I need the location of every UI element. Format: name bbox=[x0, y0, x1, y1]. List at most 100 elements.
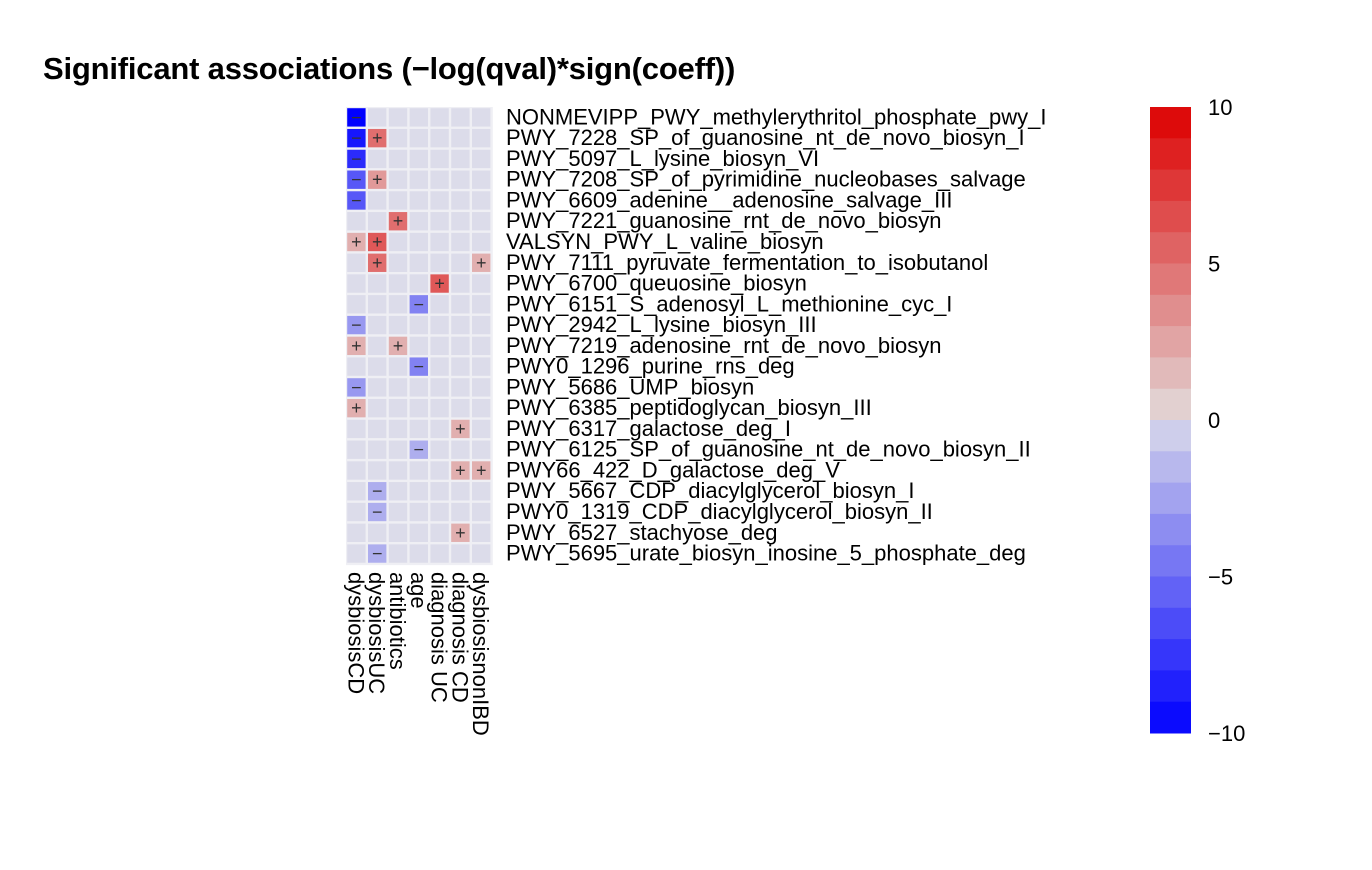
heatmap-cell bbox=[347, 336, 366, 356]
cell-sign: − bbox=[372, 502, 383, 522]
cell-sign: − bbox=[414, 294, 425, 314]
heatmap-cell bbox=[409, 461, 428, 480]
heatmap-cell bbox=[430, 232, 449, 252]
row-label: PWY_6151_S_adenosyl_L_methionine_cyc_I bbox=[506, 291, 952, 316]
legend-swatch bbox=[1150, 607, 1191, 640]
heatmap-cell bbox=[409, 440, 428, 459]
heatmap-cell bbox=[347, 482, 366, 501]
heatmap-cell bbox=[368, 170, 387, 189]
heatmap-cell bbox=[368, 398, 387, 418]
heatmap-cell bbox=[409, 398, 428, 418]
heatmap-cell bbox=[347, 315, 366, 335]
legend-swatch bbox=[1150, 482, 1191, 515]
cell-sign: + bbox=[393, 336, 404, 356]
heatmap-cell bbox=[430, 295, 449, 314]
heatmap-cell bbox=[472, 544, 491, 563]
heatmap-cell bbox=[472, 232, 491, 252]
heatmap-cell bbox=[472, 419, 491, 439]
heatmap-cell bbox=[451, 128, 470, 148]
heatmap-cell bbox=[388, 149, 408, 169]
legend-swatch bbox=[1150, 138, 1191, 171]
cell-sign: + bbox=[372, 253, 383, 273]
heatmap-cell bbox=[472, 191, 491, 210]
heatmap-cell bbox=[388, 232, 408, 252]
heatmap-cell bbox=[409, 170, 428, 189]
cell-sign: + bbox=[434, 274, 445, 294]
heatmap-cell bbox=[368, 378, 387, 397]
heatmap-cell bbox=[347, 419, 366, 439]
heatmap-cell bbox=[430, 544, 449, 563]
heatmap-cell bbox=[472, 398, 491, 418]
heatmap-cell bbox=[451, 523, 470, 542]
heatmap-cell bbox=[430, 523, 449, 542]
heatmap-cell bbox=[347, 378, 366, 397]
legend-swatch bbox=[1150, 107, 1191, 139]
legend-swatch bbox=[1150, 545, 1191, 577]
heatmap-cell bbox=[368, 128, 387, 148]
heatmap-cell bbox=[368, 502, 387, 522]
heatmap-cell bbox=[368, 108, 387, 127]
legend-swatch bbox=[1150, 357, 1191, 390]
heatmap-cell bbox=[388, 315, 408, 335]
cell-sign: + bbox=[372, 170, 383, 190]
heatmap-cell bbox=[347, 461, 366, 480]
heatmap-cell bbox=[388, 274, 408, 293]
heatmap-cell bbox=[430, 108, 449, 127]
column-label: diagnosis CD bbox=[447, 572, 472, 703]
heatmap-cell bbox=[388, 440, 408, 459]
legend-swatch bbox=[1150, 701, 1191, 734]
legend-swatch bbox=[1150, 388, 1191, 421]
heatmap-cell bbox=[368, 315, 387, 335]
row-label: PWY_6317_galactose_deg_I bbox=[506, 416, 791, 441]
heatmap-cell bbox=[472, 274, 491, 293]
heatmap-cell bbox=[451, 544, 470, 563]
heatmap-cell bbox=[451, 315, 470, 335]
heatmap-cell bbox=[368, 212, 387, 231]
heatmap-cell bbox=[430, 461, 449, 480]
heatmap-cell bbox=[472, 440, 491, 459]
heatmap-cell bbox=[347, 149, 366, 169]
heatmap-cell bbox=[388, 482, 408, 501]
heatmap-cell bbox=[368, 274, 387, 293]
row-label: PWY0_1296_purine_rns_deg bbox=[506, 354, 795, 379]
heatmap-cell bbox=[347, 108, 366, 127]
chart-title: Significant associations (−log(qval)*sig… bbox=[43, 51, 736, 86]
heatmap-cell bbox=[430, 274, 449, 293]
heatmap-cell bbox=[409, 274, 428, 293]
row-label: PWY66_422_D_galactose_deg_V bbox=[506, 457, 840, 482]
heatmap-cell bbox=[451, 419, 470, 439]
heatmap-cell bbox=[368, 295, 387, 314]
row-label: NONMEVIPP_PWY_methylerythritol_phosphate… bbox=[506, 104, 1046, 129]
heatmap-cell bbox=[451, 191, 470, 210]
heatmap-cell bbox=[368, 419, 387, 439]
heatmap-cell bbox=[368, 191, 387, 210]
heatmap-cell bbox=[388, 544, 408, 563]
heatmap-cell bbox=[409, 502, 428, 522]
cell-sign: + bbox=[455, 460, 466, 480]
heatmap-cell bbox=[430, 212, 449, 231]
heatmap-cell bbox=[347, 398, 366, 418]
heatmap-cell bbox=[451, 253, 470, 272]
heatmap-cell bbox=[388, 461, 408, 480]
cell-sign: − bbox=[351, 170, 362, 190]
heatmap-cell bbox=[472, 461, 491, 480]
heatmap-cell bbox=[368, 523, 387, 542]
heatmap-cell bbox=[472, 253, 491, 272]
row-label: PWY_5097_L_lysine_biosyn_VI bbox=[506, 146, 819, 171]
heatmap-cell bbox=[368, 357, 387, 376]
cell-sign: + bbox=[393, 211, 404, 231]
heatmap-cell bbox=[409, 315, 428, 335]
heatmap-cell bbox=[409, 212, 428, 231]
row-label: PWY0_1319_CDP_diacylglycerol_biosyn_II bbox=[506, 499, 933, 524]
heatmap-cell bbox=[409, 149, 428, 169]
heatmap-cell bbox=[347, 274, 366, 293]
heatmap-cell bbox=[388, 253, 408, 272]
column-label: age bbox=[406, 572, 431, 609]
heatmap-cell bbox=[430, 336, 449, 356]
heatmap-cell bbox=[451, 461, 470, 480]
heatmap-cell bbox=[472, 482, 491, 501]
cell-sign: + bbox=[372, 128, 383, 148]
heatmap-cell bbox=[451, 357, 470, 376]
row-label: PWY_6385_peptidoglycan_biosyn_III bbox=[506, 395, 872, 420]
heatmap-cell bbox=[347, 128, 366, 148]
